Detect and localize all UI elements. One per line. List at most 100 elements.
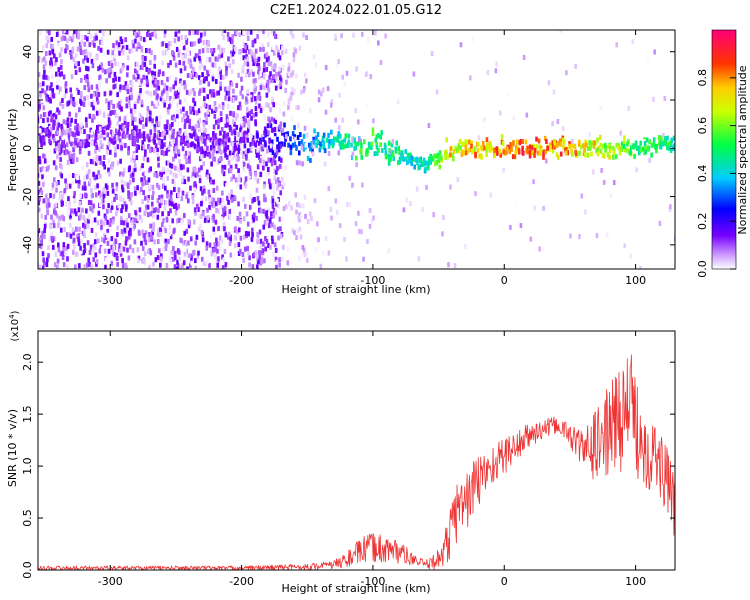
heatmap-cell [102, 161, 105, 167]
heatmap-cell [136, 98, 140, 104]
heatmap-cell [278, 66, 281, 72]
heatmap-cell [167, 238, 170, 244]
heatmap-cell [294, 192, 297, 198]
heatmap-cell [182, 132, 186, 138]
heatmap-cell [45, 43, 49, 49]
heatmap-cell [90, 102, 94, 108]
heatmap-cell [639, 265, 642, 269]
heatmap-cell [225, 154, 229, 160]
heatmap-cell [186, 167, 190, 173]
heatmap-cell [112, 84, 116, 90]
heatmap-cell [304, 142, 308, 148]
heatmap-cell [48, 30, 51, 36]
heatmap-cell [343, 137, 347, 143]
heatmap-cell [310, 144, 314, 150]
heatmap-cell [186, 115, 190, 121]
heatmap-cell [275, 45, 278, 51]
heatmap-cell [123, 133, 127, 139]
heatmap-cell [42, 105, 46, 111]
heatmap-cell [408, 152, 412, 158]
heatmap-cell [145, 233, 149, 239]
heatmap-cell [42, 153, 45, 159]
heatmap-cell [136, 247, 140, 253]
heatmap-cell [52, 236, 56, 242]
heatmap-cell [337, 59, 340, 65]
heatmap-cell [51, 48, 54, 54]
heatmap-cell [274, 119, 278, 125]
heatmap-cell [132, 167, 136, 173]
heatmap-cell [87, 199, 91, 205]
heatmap-cell [199, 139, 203, 145]
heatmap-cell [477, 135, 481, 141]
heatmap-cell [233, 121, 236, 127]
heatmap-cell [228, 231, 231, 237]
heatmap-cell [160, 174, 163, 180]
heatmap-cell [72, 237, 76, 243]
heatmap-cell [170, 239, 174, 245]
heatmap-cell [127, 184, 130, 190]
heatmap-cell [198, 127, 201, 133]
heatmap-cell [179, 264, 183, 269]
heatmap-cell [596, 151, 600, 157]
heatmap-cell [266, 79, 270, 85]
heatmap-cell [90, 129, 94, 135]
heatmap-cell [213, 101, 217, 107]
heatmap-cell [202, 185, 206, 191]
heatmap-cell [118, 87, 122, 93]
heatmap-cell [480, 154, 483, 160]
heatmap-cell [216, 208, 220, 214]
heatmap-cell [107, 158, 111, 164]
heatmap-cell [117, 243, 120, 249]
heatmap-cell [334, 136, 337, 142]
heatmap-cell [65, 142, 69, 148]
y-tick-label: 20 [21, 93, 34, 107]
heatmap-cell [273, 77, 276, 83]
heatmap-cell [354, 141, 358, 147]
heatmap-cell [174, 77, 178, 83]
heatmap-cell [65, 246, 68, 252]
heatmap-cell [147, 144, 150, 150]
heatmap-cell [107, 248, 111, 254]
heatmap-cell [184, 84, 187, 90]
heatmap-cell [48, 138, 51, 144]
heatmap-cell [312, 54, 316, 60]
heatmap-cell [120, 145, 123, 151]
heatmap-cell [471, 36, 475, 42]
heatmap-cell [199, 37, 202, 43]
heatmap-cell [115, 182, 119, 188]
heatmap-cell [228, 214, 232, 220]
heatmap-cell [226, 31, 230, 37]
heatmap-cell [328, 138, 331, 144]
heatmap-cell [177, 149, 180, 155]
heatmap-cell [206, 94, 210, 100]
heatmap-cell [131, 120, 134, 126]
heatmap-cell [203, 131, 206, 137]
heatmap-cell [314, 247, 318, 253]
heatmap-cell [245, 106, 249, 112]
heatmap-cell [123, 119, 127, 125]
heatmap-cell [133, 130, 137, 136]
heatmap-cell [251, 42, 255, 48]
heatmap-cell [164, 228, 168, 234]
heatmap-cell [95, 96, 99, 102]
heatmap-cell [197, 122, 200, 128]
heatmap-cell [66, 38, 69, 44]
heatmap-cell [249, 30, 253, 35]
heatmap-cell [44, 74, 48, 80]
heatmap-cell [521, 138, 524, 144]
heatmap-cell [260, 42, 264, 48]
heatmap-cell [86, 223, 90, 229]
heatmap-cell [244, 183, 248, 189]
heatmap-cell [240, 121, 244, 127]
heatmap-cell [334, 33, 337, 39]
heatmap-cell [57, 67, 61, 73]
heatmap-cell [169, 234, 173, 240]
heatmap-cell [285, 133, 288, 139]
heatmap-cell [89, 52, 92, 58]
heatmap-cell [174, 173, 178, 179]
heatmap-cell [141, 229, 144, 235]
heatmap-cell [65, 30, 69, 35]
heatmap-cell [265, 102, 268, 108]
heatmap-cell [583, 148, 586, 154]
heatmap-cell [146, 105, 150, 111]
